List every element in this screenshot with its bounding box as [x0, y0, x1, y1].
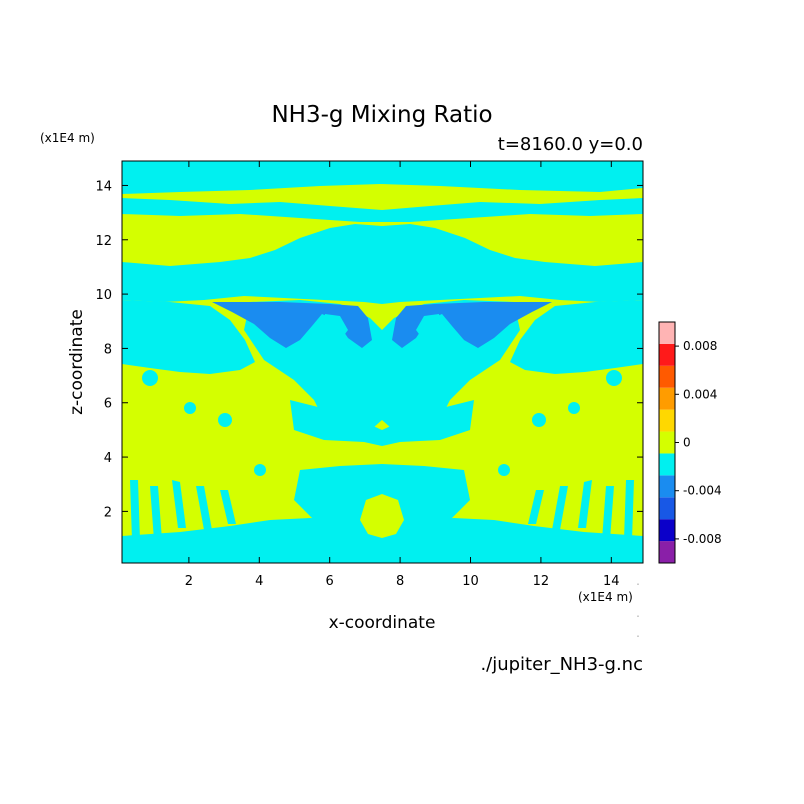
- mark-dot: ˙: [636, 635, 640, 644]
- x-tick-label: 8: [396, 574, 404, 589]
- cyan-hole-left-eye: [322, 314, 348, 338]
- y-tick-label: 8: [104, 342, 112, 357]
- stripe: [569, 334, 643, 342]
- spot: [218, 413, 232, 427]
- cyan-stripes-mid: [122, 318, 643, 342]
- chart-title: NH3-g Mixing Ratio: [271, 102, 492, 128]
- colorbar-swatch: [659, 431, 675, 454]
- colorbar-tick-label: 0: [683, 436, 691, 450]
- x-tick-label: 6: [326, 574, 334, 589]
- y-tick-label: 10: [95, 288, 112, 303]
- x-axis-label: x-coordinate: [329, 613, 436, 633]
- x-tick-label: 14: [603, 574, 620, 589]
- spot: [254, 464, 266, 476]
- stripe: [122, 318, 200, 328]
- spot: [498, 464, 510, 476]
- cyan-region-top-strip: [122, 198, 643, 222]
- x-unit-label: (x1E4 m): [578, 590, 633, 604]
- colorbar-tick-label: 0.008: [683, 339, 717, 353]
- spot: [568, 402, 580, 414]
- stripe: [565, 318, 643, 328]
- mark-dot: ˙: [636, 583, 640, 592]
- cyan-region-top-band: [122, 161, 643, 194]
- stripe: [578, 480, 592, 528]
- stripe: [122, 334, 196, 342]
- cyan-region-upper: [122, 224, 643, 304]
- colorbar-swatch: [659, 541, 675, 563]
- chart-subtitle: t=8160.0 y=0.0: [498, 134, 643, 155]
- colorbar-swatch: [659, 519, 675, 542]
- blue-region-left: [212, 302, 372, 348]
- stripe: [172, 480, 186, 528]
- colorbar-swatch: [659, 343, 675, 366]
- y-tick-label: 6: [104, 397, 112, 412]
- x-tick-label: 12: [533, 574, 550, 589]
- y-unit-label: (x1E4 m): [40, 131, 95, 145]
- colorbar-swatch: [659, 365, 675, 388]
- stripe: [150, 486, 162, 540]
- colorbar-tick-label: -0.008: [683, 532, 722, 546]
- colorbar-swatch: [659, 322, 675, 344]
- cyan-stripes-lower: [130, 480, 634, 540]
- plot-frame: [121, 160, 644, 564]
- x-tick-label: 2: [185, 574, 193, 589]
- colorbar-swatch: [659, 409, 675, 432]
- colorbar: 0.008 0.004 0 -0.004 -0.008: [659, 322, 722, 563]
- cyan-spots: [142, 370, 622, 476]
- stripe: [602, 486, 614, 540]
- blue-region-right: [392, 302, 552, 348]
- spot: [532, 413, 546, 427]
- y-tick-label: 4: [104, 451, 112, 466]
- stripe: [624, 480, 634, 540]
- cyan-region-central: [244, 300, 520, 440]
- y-axis-label: z-coordinate: [67, 309, 87, 415]
- spot: [606, 370, 622, 386]
- cyan-region-central-lower: [290, 400, 474, 446]
- spot: [184, 402, 196, 414]
- colorbar-tick-label: 0.004: [683, 387, 717, 401]
- y-axis-ticks: 2 4 6 8 10 12 14: [95, 179, 643, 520]
- stripe: [130, 480, 140, 540]
- x-tick-label: 10: [462, 574, 479, 589]
- source-file: ./jupiter_NH3-g.nc: [480, 654, 643, 675]
- y-tick-label: 2: [104, 505, 112, 520]
- stripe: [220, 490, 236, 524]
- x-axis-ticks: 2 4 6 8 10 12 14: [185, 161, 620, 589]
- cyan-region-bottom: [122, 518, 643, 563]
- y-tick-label: 14: [95, 179, 112, 194]
- stripe: [528, 490, 544, 524]
- contour-field: [122, 161, 643, 563]
- y-tick-label: 12: [95, 234, 112, 249]
- cyan-hole-right-eye: [416, 314, 442, 338]
- colorbar-tick-label: -0.004: [683, 484, 722, 498]
- spot: [142, 370, 158, 386]
- colorbar-swatch: [659, 475, 675, 498]
- stripe: [196, 486, 212, 530]
- colorbar-swatch: [659, 387, 675, 410]
- stripe: [552, 486, 568, 530]
- yellow-region-lower-center-bulb: [360, 494, 404, 538]
- mark-dot: ˙: [636, 615, 640, 624]
- colorbar-swatch: [659, 453, 675, 476]
- colorbar-frame: [658, 321, 676, 564]
- colorbar-swatch: [659, 497, 675, 520]
- x-tick-label: 4: [255, 574, 263, 589]
